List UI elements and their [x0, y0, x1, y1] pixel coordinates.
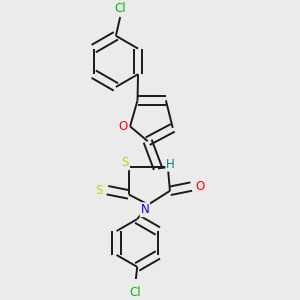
Text: Cl: Cl: [114, 2, 126, 15]
Text: O: O: [118, 120, 128, 133]
Text: S: S: [95, 184, 103, 197]
Text: Cl: Cl: [130, 286, 141, 299]
Text: N: N: [140, 203, 149, 216]
Text: O: O: [195, 180, 204, 193]
Text: S: S: [122, 156, 129, 169]
Text: H: H: [167, 158, 175, 171]
